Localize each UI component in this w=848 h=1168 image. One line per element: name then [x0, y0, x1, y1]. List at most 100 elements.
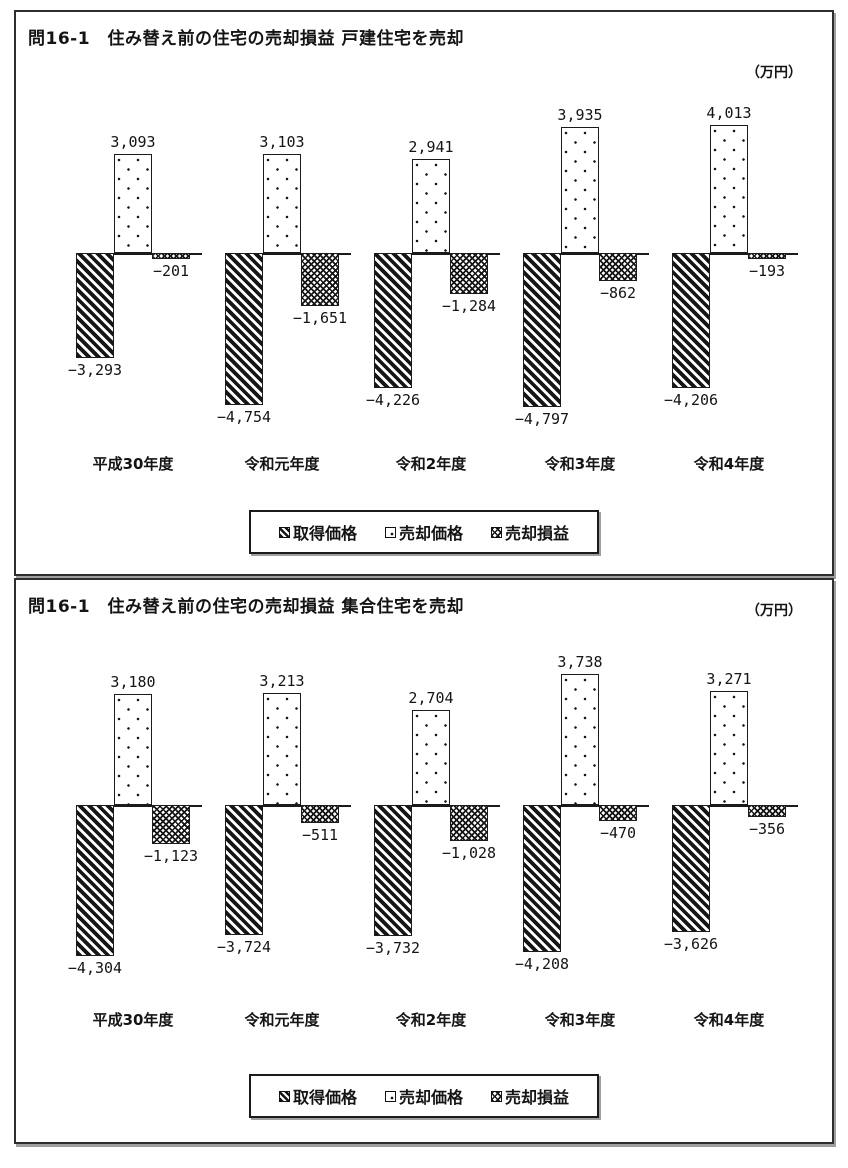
- value-label: −4,754: [216, 408, 272, 426]
- value-label: 3,271: [706, 670, 752, 688]
- legend-label: 売却価格: [398, 524, 463, 543]
- bar-group: −3,732 2,704 −1,028: [366, 650, 500, 1005]
- bar-acquisition-price: [76, 805, 114, 956]
- zero-axis-line: [76, 253, 202, 255]
- bar-acquisition-price: [374, 253, 412, 388]
- value-label: 3,180: [110, 673, 156, 691]
- value-label: −4,304: [67, 959, 123, 977]
- value-label: 3,103: [259, 133, 305, 151]
- value-label: −4,226: [365, 391, 421, 409]
- bar-group: −4,208 3,738 −470: [515, 650, 649, 1005]
- category-label: 平成30年度: [92, 455, 174, 473]
- category-label: 令和3年度: [544, 1011, 616, 1029]
- bar-group: −4,226 2,941 −1,284: [366, 103, 500, 439]
- zero-axis-line: [523, 805, 649, 807]
- legend-label: 取得価格: [292, 524, 357, 543]
- value-label: −1,284: [441, 297, 497, 315]
- legend-item: 取得価格: [278, 520, 357, 544]
- legend-label: 売却価格: [398, 1088, 463, 1107]
- category-axis: 平成30年度 令和元年度 令和2年度 令和3年度 令和4年度: [76, 1009, 786, 1030]
- category-label: 令和3年度: [544, 455, 616, 473]
- value-label: −4,206: [663, 391, 719, 409]
- legend-item: 売却価格: [384, 1084, 463, 1108]
- bar-group: −4,797 3,935 −862: [515, 103, 649, 439]
- value-label: 3,738: [557, 653, 603, 671]
- chart-header: 問16-1 住み替え前の住宅の売却損益 集合住宅を売却 （万円）: [16, 580, 832, 650]
- value-label: 3,935: [557, 106, 603, 124]
- legend-item: 売却損益: [491, 1084, 569, 1108]
- bar-acquisition-price: [523, 253, 561, 407]
- bar-group: −3,293 3,093 −201: [68, 103, 202, 439]
- value-label: −3,732: [365, 939, 421, 957]
- value-label: −3,724: [216, 938, 272, 956]
- bar-acquisition-price: [76, 253, 114, 358]
- unit-label: （万円）: [746, 603, 802, 619]
- bar-sale-price: [561, 674, 599, 805]
- bar-sale-price: [114, 694, 152, 805]
- legend-container: 取得価格 売却価格 売却損益: [16, 1074, 832, 1118]
- bar-sale-profit-loss: [152, 253, 190, 259]
- legend-item: 売却損益: [491, 520, 569, 544]
- value-label: 4,013: [706, 104, 752, 122]
- legend-label: 取得価格: [292, 1088, 357, 1107]
- bar-sale-profit-loss: [748, 253, 786, 259]
- category-axis: 平成30年度 令和元年度 令和2年度 令和3年度 令和4年度: [76, 453, 786, 474]
- chart-title: 問16-1 住み替え前の住宅の売却損益 集合住宅を売却: [28, 597, 464, 617]
- zero-axis-line: [672, 805, 798, 807]
- chart-header: 問16-1 住み替え前の住宅の売却損益 戸建住宅を売却 （万円）: [16, 12, 832, 103]
- bar-sale-price: [263, 693, 301, 805]
- category-label: 令和4年度: [693, 455, 765, 473]
- category-label: 令和2年度: [395, 455, 467, 473]
- value-label: 3,093: [110, 133, 156, 151]
- bar-sale-profit-loss: [748, 805, 786, 817]
- bar-sale-profit-loss: [450, 253, 488, 294]
- legend-item: 取得価格: [278, 1084, 357, 1108]
- legend: 取得価格 売却価格 売却損益: [248, 1074, 600, 1118]
- bar-sale-price: [710, 691, 748, 805]
- legend-label: 売却損益: [505, 524, 570, 543]
- bar-sale-profit-loss: [301, 805, 339, 823]
- bar-group: −4,754 3,103 −1,651: [217, 103, 351, 439]
- legend-swatch-sale-price-icon: [384, 1090, 396, 1102]
- zero-axis-line: [225, 805, 351, 807]
- value-label: −3,293: [67, 361, 123, 379]
- bar-group: −4,304 3,180 −1,123: [68, 650, 202, 1005]
- bar-group: −4,206 4,013 −193: [664, 103, 798, 439]
- value-label: −193: [748, 262, 786, 280]
- value-label: 2,704: [408, 689, 454, 707]
- value-label: −1,123: [143, 847, 199, 865]
- bar-acquisition-price: [225, 253, 263, 405]
- category-label: 令和元年度: [244, 1011, 320, 1029]
- zero-axis-line: [523, 253, 649, 255]
- zero-axis-line: [374, 805, 500, 807]
- value-label: −201: [152, 262, 190, 280]
- bar-group: −3,724 3,213 −511: [217, 650, 351, 1005]
- legend-item: 売却価格: [384, 520, 463, 544]
- chart-title: 問16-1 住み替え前の住宅の売却損益 戸建住宅を売却: [28, 29, 464, 49]
- zero-axis-line: [225, 253, 351, 255]
- value-label: 3,213: [259, 672, 305, 690]
- legend-swatch-acquisition-price-icon: [278, 1090, 290, 1102]
- bar-sale-price: [412, 159, 450, 253]
- chart-panel-detached-house: 問16-1 住み替え前の住宅の売却損益 戸建住宅を売却 （万円） −3,293 3…: [14, 10, 834, 576]
- value-label: −1,028: [441, 844, 497, 862]
- plot-area: −3,293 3,093 −201 −4,754 3,103 −1,651 −4,226 2,…: [68, 103, 798, 439]
- bar-sale-price: [561, 127, 599, 253]
- category-label: 令和4年度: [693, 1011, 765, 1029]
- bar-sale-price: [114, 154, 152, 253]
- bar-acquisition-price: [523, 805, 561, 952]
- bar-sale-profit-loss: [152, 805, 190, 844]
- value-label: −4,208: [514, 955, 570, 973]
- value-label: −3,626: [663, 935, 719, 953]
- bar-sale-price: [263, 154, 301, 253]
- zero-axis-line: [76, 805, 202, 807]
- bar-sale-profit-loss: [301, 253, 339, 306]
- value-label: −356: [748, 820, 786, 838]
- bar-acquisition-price: [672, 805, 710, 932]
- bar-sale-profit-loss: [599, 805, 637, 821]
- bar-group: −3,626 3,271 −356: [664, 650, 798, 1005]
- category-label: 令和元年度: [244, 455, 320, 473]
- value-label: 2,941: [408, 138, 454, 156]
- value-label: −4,797: [514, 410, 570, 428]
- unit-label: （万円）: [746, 65, 802, 81]
